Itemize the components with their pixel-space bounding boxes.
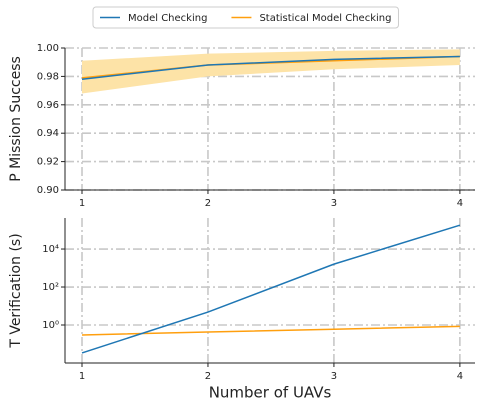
y-tick-label: 0.96 <box>37 100 59 111</box>
y-tick-label: 0.98 <box>37 71 59 82</box>
x-tick-label: 3 <box>331 198 337 209</box>
y-tick-label: 0.90 <box>37 185 59 196</box>
y-tick-label: 10⁴ <box>42 244 59 255</box>
y-axis-label: P Mission Success <box>8 56 24 182</box>
legend-label: Model Checking <box>128 13 207 24</box>
x-tick-label: 4 <box>457 198 463 209</box>
x-tick-label: 2 <box>205 371 211 382</box>
x-tick-label: 1 <box>79 371 85 382</box>
series-line <box>81 325 460 336</box>
series-line <box>81 55 460 80</box>
y-tick-label: 0.94 <box>37 128 59 139</box>
y-tick-label: 1.00 <box>37 43 59 54</box>
y-axis-label: T Verification (s) <box>8 233 24 348</box>
x-tick-label: 1 <box>79 198 85 209</box>
legend-label: Statistical Model Checking <box>259 13 391 24</box>
y-tick-label: 0.92 <box>37 157 59 168</box>
series-line <box>81 224 461 354</box>
x-tick-label: 4 <box>457 371 463 382</box>
legend: Model Checking Statistical Model Checking <box>92 6 399 29</box>
y-tick-label: 10⁰ <box>42 320 59 331</box>
y-tick-label: 10² <box>42 282 59 293</box>
x-axis-label: Number of UAVs <box>209 384 332 402</box>
x-tick-label: 2 <box>205 198 211 209</box>
x-tick-label: 3 <box>331 371 337 382</box>
